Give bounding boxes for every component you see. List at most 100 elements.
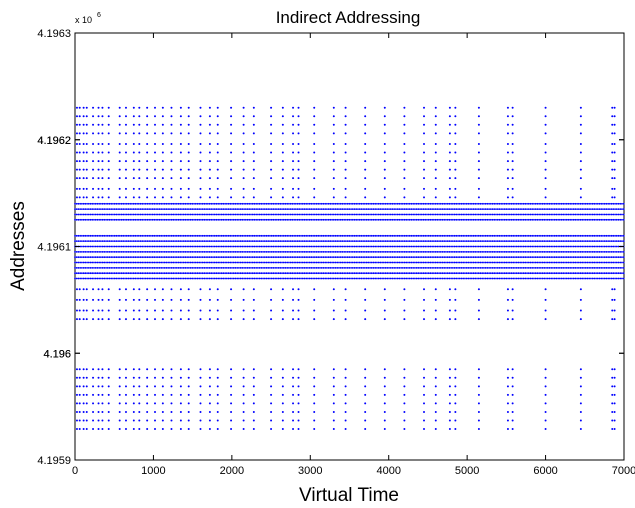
data-point: [605, 202, 608, 205]
data-point: [422, 234, 425, 237]
data-point: [505, 208, 508, 211]
data-point: [605, 240, 608, 243]
data-point: [621, 256, 623, 259]
data-point: [388, 202, 390, 205]
data-point: [154, 368, 156, 371]
data-point: [184, 202, 187, 205]
data-point: [591, 266, 594, 269]
data-point: [465, 245, 468, 248]
data-point: [279, 250, 282, 253]
data-point: [515, 213, 518, 216]
data-point: [232, 266, 235, 269]
data-point: [545, 218, 547, 221]
data-point: [503, 218, 506, 221]
data-point: [405, 256, 408, 259]
data-point: [143, 256, 145, 259]
data-point: [546, 277, 549, 280]
data-point: [89, 256, 92, 259]
data-point: [258, 208, 261, 211]
data-point: [307, 272, 309, 275]
data-point: [603, 256, 606, 259]
data-point: [383, 376, 386, 379]
data-point: [317, 202, 320, 205]
data-point: [250, 240, 252, 243]
data-point: [313, 213, 316, 216]
data-point: [334, 202, 337, 205]
data-point: [248, 245, 251, 248]
data-point: [320, 277, 323, 280]
data-point: [436, 240, 439, 243]
data-point: [82, 402, 85, 405]
data-point: [313, 385, 316, 388]
data-point: [401, 277, 404, 280]
data-point: [408, 256, 411, 259]
data-point: [231, 261, 233, 264]
data-point: [98, 240, 101, 243]
data-point: [131, 256, 133, 259]
data-point: [297, 385, 300, 388]
data-point: [615, 277, 618, 280]
data-point: [379, 240, 382, 243]
data-point: [75, 256, 78, 259]
data-point: [602, 266, 604, 269]
data-point: [538, 240, 541, 243]
data-point: [324, 250, 327, 253]
data-point: [81, 272, 83, 275]
data-point: [161, 410, 164, 413]
data-point: [182, 213, 185, 216]
data-point: [288, 202, 290, 205]
data-point: [519, 202, 522, 205]
data-point: [539, 218, 542, 221]
data-point: [602, 202, 604, 205]
data-point: [118, 266, 121, 269]
data-point: [445, 272, 447, 275]
data-point: [431, 218, 434, 221]
data-point: [281, 196, 284, 199]
data-point: [388, 256, 390, 259]
data-point: [241, 208, 244, 211]
data-point: [107, 132, 110, 135]
data-point: [81, 202, 83, 205]
data-point: [181, 208, 183, 211]
data-point: [107, 151, 110, 154]
data-point: [134, 245, 137, 248]
data-point: [621, 272, 623, 275]
data-point: [148, 202, 151, 205]
data-point: [546, 240, 549, 243]
data-point: [595, 245, 597, 248]
data-point: [265, 240, 268, 243]
data-point: [86, 213, 88, 216]
data-point: [132, 208, 135, 211]
data-point: [281, 385, 284, 388]
data-point: [527, 245, 530, 248]
data-point: [344, 272, 347, 275]
data-point: [105, 202, 107, 205]
data-point: [441, 202, 444, 205]
data-point: [200, 234, 202, 237]
data-point: [393, 245, 396, 248]
data-point: [103, 266, 106, 269]
data-point: [163, 261, 166, 264]
data-point: [470, 261, 473, 264]
data-point: [524, 234, 527, 237]
data-point: [179, 298, 182, 301]
data-point: [234, 240, 237, 243]
data-point: [432, 272, 435, 275]
data-point: [455, 245, 458, 248]
data-point: [602, 245, 604, 248]
data-point: [199, 115, 202, 118]
data-point: [215, 272, 218, 275]
data-point: [101, 368, 104, 371]
data-point: [198, 213, 201, 216]
data-point: [184, 277, 187, 280]
data-point: [581, 213, 584, 216]
data-point: [229, 266, 232, 269]
data-point: [97, 309, 100, 312]
data-point: [423, 318, 426, 321]
data-point: [175, 266, 178, 269]
data-point: [85, 368, 88, 371]
data-point: [281, 376, 284, 379]
data-point: [150, 250, 152, 253]
data-point: [367, 218, 370, 221]
data-point: [612, 213, 615, 216]
